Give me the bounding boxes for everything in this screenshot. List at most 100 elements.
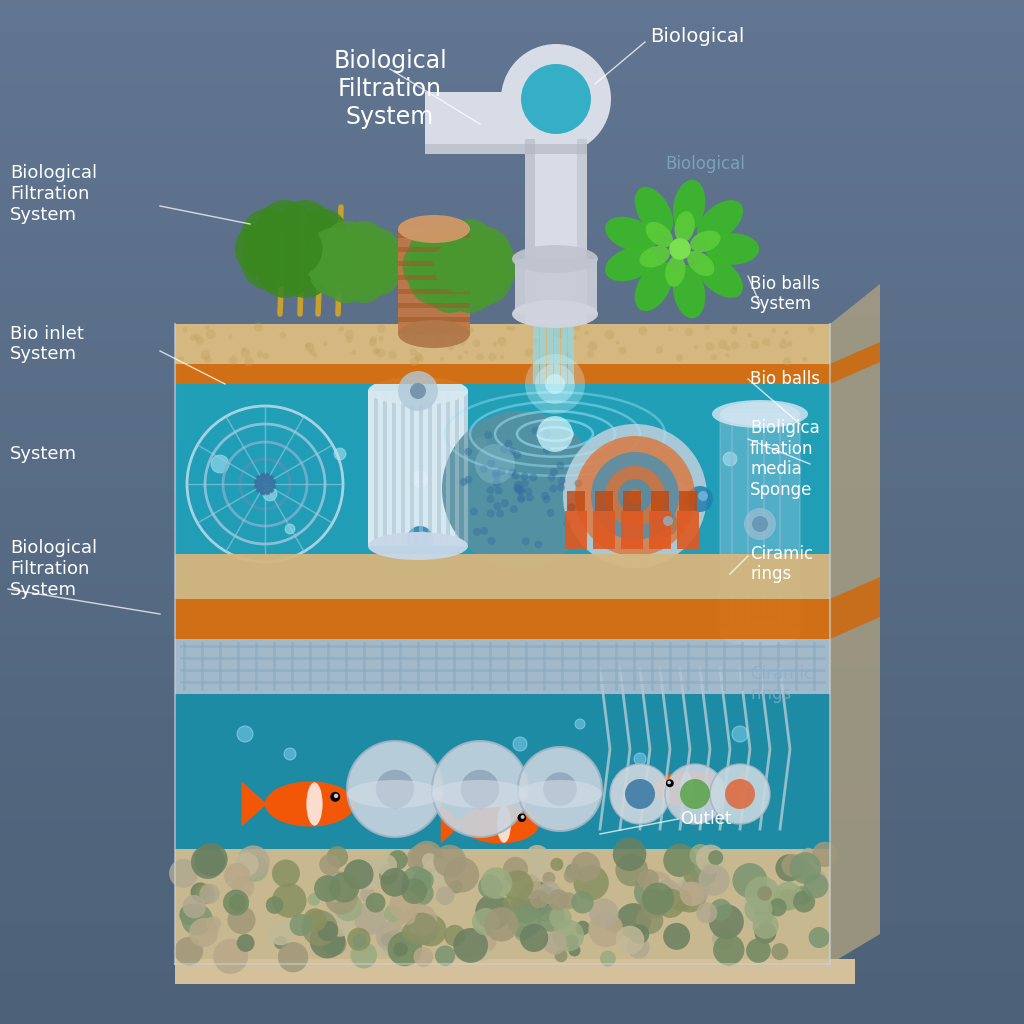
Bar xyxy=(0,461,1024,471)
Circle shape xyxy=(636,907,664,934)
Bar xyxy=(0,174,1024,184)
Circle shape xyxy=(459,227,512,280)
Circle shape xyxy=(359,239,406,285)
Circle shape xyxy=(402,240,456,293)
Circle shape xyxy=(237,726,253,742)
Circle shape xyxy=(790,852,821,884)
Circle shape xyxy=(782,357,792,366)
Circle shape xyxy=(484,907,518,941)
Bar xyxy=(720,414,800,634)
Bar xyxy=(0,492,1024,502)
Bar xyxy=(0,133,1024,143)
Bar xyxy=(540,259,546,384)
Bar xyxy=(0,205,1024,215)
Circle shape xyxy=(713,934,744,966)
Circle shape xyxy=(615,340,620,344)
Circle shape xyxy=(465,240,517,293)
Circle shape xyxy=(498,467,506,475)
Circle shape xyxy=(501,499,509,507)
Circle shape xyxy=(572,889,585,901)
Bar xyxy=(577,139,587,324)
Circle shape xyxy=(416,354,424,362)
Circle shape xyxy=(484,431,493,439)
Circle shape xyxy=(499,880,511,893)
Ellipse shape xyxy=(512,245,598,273)
Circle shape xyxy=(514,484,522,493)
Bar xyxy=(398,233,470,238)
Circle shape xyxy=(529,890,549,908)
Circle shape xyxy=(284,748,296,760)
Text: Outlet: Outlet xyxy=(680,810,731,828)
Bar xyxy=(437,393,441,544)
Circle shape xyxy=(228,335,232,339)
Bar xyxy=(579,642,582,691)
Circle shape xyxy=(498,337,507,346)
Circle shape xyxy=(687,486,713,512)
Ellipse shape xyxy=(265,781,355,826)
Bar xyxy=(0,573,1024,584)
Circle shape xyxy=(670,889,692,911)
Circle shape xyxy=(376,922,404,950)
Circle shape xyxy=(384,904,402,923)
Bar xyxy=(453,642,456,691)
Bar xyxy=(399,642,402,691)
Circle shape xyxy=(350,942,377,969)
Circle shape xyxy=(674,876,699,902)
Circle shape xyxy=(190,883,210,902)
Circle shape xyxy=(771,943,788,961)
Circle shape xyxy=(706,342,715,351)
Circle shape xyxy=(522,538,529,546)
Circle shape xyxy=(794,886,812,904)
Circle shape xyxy=(517,494,525,502)
Circle shape xyxy=(622,461,638,477)
Circle shape xyxy=(518,746,602,831)
Bar xyxy=(0,369,1024,379)
Circle shape xyxy=(638,869,658,890)
Bar xyxy=(0,420,1024,430)
Circle shape xyxy=(630,925,649,944)
Bar xyxy=(567,490,585,511)
Circle shape xyxy=(255,474,275,494)
Circle shape xyxy=(549,484,557,493)
Circle shape xyxy=(784,331,788,335)
Circle shape xyxy=(732,726,748,742)
Circle shape xyxy=(666,779,674,787)
Circle shape xyxy=(417,331,424,338)
Circle shape xyxy=(181,904,213,935)
Circle shape xyxy=(410,348,417,355)
Bar xyxy=(0,922,1024,932)
Circle shape xyxy=(347,741,443,837)
Bar xyxy=(0,911,1024,922)
Circle shape xyxy=(324,257,370,303)
Text: Bioligica
filtation
media
Sponge: Bioligica filtation media Sponge xyxy=(750,419,820,500)
Ellipse shape xyxy=(398,215,470,243)
Circle shape xyxy=(744,508,776,540)
Circle shape xyxy=(673,879,707,912)
Circle shape xyxy=(563,868,579,883)
Circle shape xyxy=(547,509,555,517)
Bar xyxy=(593,511,615,549)
Ellipse shape xyxy=(512,300,598,328)
Circle shape xyxy=(254,323,263,332)
Bar xyxy=(0,778,1024,788)
Circle shape xyxy=(520,472,528,480)
Ellipse shape xyxy=(697,256,743,298)
Ellipse shape xyxy=(605,247,656,282)
Bar xyxy=(0,0,1024,10)
Bar xyxy=(0,563,1024,573)
Bar xyxy=(534,259,539,384)
Bar xyxy=(0,932,1024,942)
Bar xyxy=(0,440,1024,451)
Circle shape xyxy=(389,890,420,921)
Circle shape xyxy=(324,221,370,267)
Circle shape xyxy=(525,494,534,502)
Circle shape xyxy=(745,914,760,930)
Circle shape xyxy=(224,863,250,889)
Circle shape xyxy=(334,449,346,460)
Circle shape xyxy=(340,257,386,303)
Circle shape xyxy=(812,842,838,867)
Circle shape xyxy=(809,927,829,948)
Circle shape xyxy=(698,490,708,501)
Bar xyxy=(0,430,1024,440)
Polygon shape xyxy=(830,342,880,384)
